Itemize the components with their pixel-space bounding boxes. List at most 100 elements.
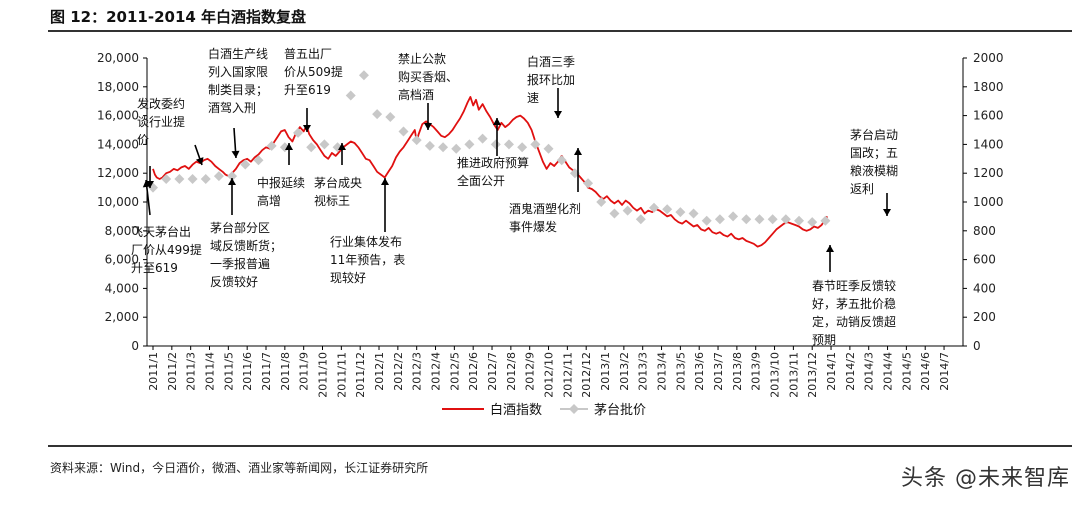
annotation-a1-line: 价 bbox=[137, 133, 149, 147]
y-left-tick-label: 10,000 bbox=[97, 195, 139, 209]
annotation-a8-line: 视标王 bbox=[314, 193, 350, 208]
moutai-price-point bbox=[820, 215, 831, 226]
moutai-price-point bbox=[213, 171, 224, 182]
moutai-price-point bbox=[701, 215, 712, 226]
legend-label-baijiu-index: 白酒指数 bbox=[490, 402, 542, 418]
y-right-tick-label: 2000 bbox=[973, 51, 1004, 65]
moutai-price-point bbox=[293, 127, 304, 138]
x-tick-label: 2014/4 bbox=[882, 352, 895, 391]
annotation-a14-line: 春节旺季反馈较 bbox=[812, 278, 896, 293]
x-tick-label: 2014/6 bbox=[919, 352, 932, 391]
moutai-price-point bbox=[174, 173, 185, 184]
annotation-a3-line: 价从509提 bbox=[284, 64, 343, 79]
y-right-tick-label: 1600 bbox=[973, 109, 1004, 123]
moutai-price-point bbox=[266, 140, 277, 151]
y-left-tick-label: 18,000 bbox=[97, 80, 139, 94]
y-left-tick-label: 14,000 bbox=[97, 137, 139, 151]
moutai-price-point bbox=[411, 135, 422, 146]
annotation-a12-line: 域反馈断货； bbox=[210, 238, 282, 253]
moutai-price-point bbox=[596, 197, 607, 207]
x-tick-label: 2012/9 bbox=[524, 352, 537, 391]
y-right-tick-label: 1200 bbox=[973, 166, 1004, 180]
y-left-tick-label: 0 bbox=[131, 339, 139, 353]
annotation-a2-line: 制类目录； bbox=[208, 83, 268, 97]
annotation-a11-line: 飞天茅台出 bbox=[131, 224, 191, 239]
annotation-arrow-head bbox=[554, 111, 562, 118]
y-left-tick-label: 6,000 bbox=[105, 253, 139, 267]
annotation-a11-line: 厂价从499提 bbox=[131, 242, 202, 257]
x-tick-label: 2012/3 bbox=[411, 352, 424, 391]
legend-label-moutai: 茅台批价 bbox=[594, 403, 646, 418]
moutai-price-point bbox=[306, 142, 317, 153]
x-tick-label: 2013/4 bbox=[656, 352, 669, 391]
y-left-tick-label: 2,000 bbox=[105, 310, 139, 324]
moutai-price-point bbox=[675, 207, 686, 218]
moutai-price-point bbox=[424, 140, 435, 151]
y-right-tick-label: 1400 bbox=[973, 137, 1004, 151]
x-tick-label: 2011/5 bbox=[222, 352, 235, 391]
watermark: 头条 @未来智库 bbox=[901, 466, 1070, 491]
annotation-a6-line: 茅台启动 bbox=[850, 127, 898, 142]
x-tick-label: 2011/12 bbox=[354, 352, 367, 398]
x-tick-label: 2014/5 bbox=[900, 352, 913, 391]
moutai-price-point bbox=[741, 214, 752, 225]
y-left-tick-label: 20,000 bbox=[97, 51, 139, 65]
moutai-price-point bbox=[385, 112, 396, 123]
annotation-a7-line: 中报延续 bbox=[257, 175, 305, 190]
annotation-a5-line: 白酒三季 bbox=[527, 54, 575, 69]
x-tick-label: 2011/11 bbox=[335, 352, 348, 398]
x-tick-label: 2013/3 bbox=[637, 352, 650, 391]
annotation-arrow-head bbox=[195, 157, 204, 165]
moutai-price-point bbox=[556, 155, 567, 166]
moutai-price-point bbox=[794, 215, 805, 226]
x-tick-label: 2011/8 bbox=[279, 352, 292, 391]
x-tick-label: 2011/1 bbox=[147, 352, 160, 391]
annotation-a12-line: 一季报普遍 bbox=[210, 256, 270, 271]
annotation-a11-line: 升至619 bbox=[131, 261, 178, 275]
moutai-price-point bbox=[530, 139, 541, 150]
x-tick-label: 2011/7 bbox=[260, 352, 273, 391]
annotation-a12-line: 反馈较好 bbox=[210, 274, 258, 289]
x-tick-label: 2012/11 bbox=[561, 352, 574, 398]
x-tick-label: 2013/9 bbox=[750, 352, 763, 391]
annotation-a6-line: 国改；五 bbox=[850, 146, 898, 160]
x-tick-label: 2013/1 bbox=[599, 352, 612, 391]
annotation-arrow-head bbox=[424, 123, 432, 130]
annotation-a6-line: 粮液模糊 bbox=[850, 163, 898, 178]
series-line-baijiu-index bbox=[152, 96, 829, 248]
moutai-price-point bbox=[240, 159, 251, 170]
x-tick-label: 2014/3 bbox=[863, 352, 876, 391]
x-tick-label: 2013/12 bbox=[806, 352, 819, 398]
legend-swatch-moutai bbox=[569, 404, 579, 414]
annotation-a5-line: 报环比加 bbox=[527, 72, 575, 87]
x-tick-label: 2012/6 bbox=[467, 352, 480, 391]
x-tick-label: 2011/4 bbox=[204, 352, 217, 391]
annotation-a8-line: 茅台成央 bbox=[314, 175, 362, 190]
annotation-a9-line: 全面公开 bbox=[457, 173, 505, 188]
annotation-arrow-head bbox=[574, 148, 582, 155]
x-tick-label: 2011/9 bbox=[298, 352, 311, 391]
moutai-price-point bbox=[635, 214, 646, 225]
moutai-price-point bbox=[780, 214, 791, 225]
y-right-tick-label: 400 bbox=[973, 281, 996, 295]
y-left-tick-label: 8,000 bbox=[105, 224, 139, 238]
annotation-a1-line: 谈行业提 bbox=[137, 114, 185, 129]
moutai-price-point bbox=[358, 70, 369, 81]
y-left-tick-label: 4,000 bbox=[105, 281, 139, 295]
annotation-a9-line: 推进政府预算 bbox=[457, 155, 529, 170]
annotation-a5-line: 速 bbox=[527, 91, 539, 105]
moutai-price-point bbox=[398, 126, 409, 137]
moutai-price-point bbox=[517, 142, 528, 153]
source-note: 资料来源：Wind，今日酒价，微酒、酒业家等新闻网，长江证券研究所 bbox=[50, 461, 429, 475]
annotation-arrow-head bbox=[826, 245, 834, 252]
y-left-tick-label: 12,000 bbox=[97, 166, 139, 180]
annotation-arrow-head bbox=[493, 118, 501, 125]
moutai-price-point bbox=[662, 204, 673, 215]
annotation-arrow-head bbox=[231, 150, 240, 158]
annotation-arrow-head bbox=[285, 143, 293, 150]
figure-title: 图 12：2011-2014 年白酒指数复盘 bbox=[50, 8, 307, 26]
moutai-price-point bbox=[477, 133, 488, 144]
y-right-tick-label: 0 bbox=[973, 339, 981, 353]
annotation-a4-line: 禁止公款 bbox=[398, 52, 446, 66]
x-tick-label: 2012/1 bbox=[373, 352, 386, 391]
